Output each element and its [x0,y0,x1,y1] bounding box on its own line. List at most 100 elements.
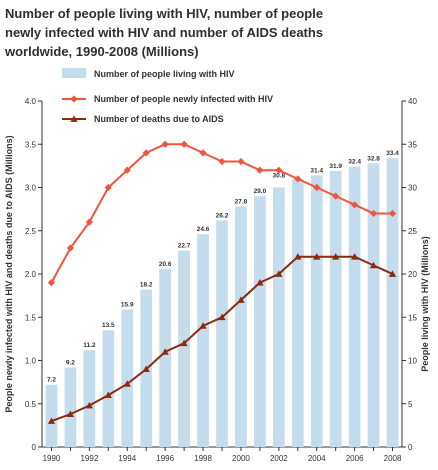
legend-swatch-bar [62,68,86,78]
legend-label-living: Number of people living with HIV [94,69,235,79]
legend-label-newly: Number of people newly infected with HIV [94,94,273,104]
newly-infected-point [275,166,283,174]
newly-infected-point [237,157,245,166]
bar-living-with-hiv [178,250,190,447]
x-tick-label: 2000 [232,454,250,463]
newly-infected-point [369,209,378,218]
y-left-tick-label: 2.5 [25,227,37,236]
legend-label-deaths: Number of deaths due to AIDS [94,114,224,124]
bar-value-label: 18.2 [140,282,153,289]
x-tick-label: 1994 [118,454,136,463]
x-tick-label: 1996 [156,454,174,463]
bar-living-with-hiv [310,175,323,447]
y-right-tick-label: 40 [408,97,417,106]
aids-deaths-point [47,417,56,424]
aids-deaths-point [123,380,131,387]
legend-swatch-newly-marker [70,95,78,103]
y-right-tick-label: 0 [408,443,413,452]
bar-living-with-hiv [329,171,342,447]
bar-living-with-hiv [348,166,361,448]
bar-living-with-hiv [159,268,172,447]
chart-title-line-3: worldwide, 1990-2008 (Millions) [5,44,199,59]
bar-value-label: 7.2 [47,377,56,384]
bar-value-label: 27.8 [235,199,248,206]
aids-deaths-point [313,253,321,260]
newly-infected-point [351,201,359,209]
aids-deaths-point [237,296,245,303]
y-right-tick-label: 35 [408,140,417,149]
newly-infected-point [47,279,56,287]
y-left-tick-label: 1.0 [25,357,37,366]
bar-living-with-hiv [235,206,247,447]
y-left-tick-label: 0 [32,443,37,452]
aids-deaths-point [180,339,188,347]
bar-value-label: 33.4 [386,150,399,157]
y-right-tick-label: 5 [408,400,413,409]
newly-infected-point [180,140,188,148]
bar-value-label: 15.9 [121,301,134,308]
y-left-tick-label: 2.0 [25,270,37,279]
y-right-tick-label: 30 [408,184,417,193]
bar-value-label: 13.5 [102,322,115,329]
y-right-tick-label: 25 [408,227,417,236]
legend-swatch-deaths-marker [70,115,78,122]
bar-living-with-hiv [45,384,58,447]
y-left-axis-title: People newly infected with HIV and death… [4,135,14,412]
bar-value-label: 22.7 [178,243,191,250]
aids-deaths-point [66,410,75,418]
y-left-tick-label: 0.5 [25,400,37,409]
bar-value-label: 30.8 [273,173,286,180]
aids-deaths-point [104,391,112,398]
bar-living-with-hiv [102,330,115,447]
newly-infected-point [142,149,150,157]
bar-value-label: 32.4 [348,159,361,166]
x-tick-label: 2004 [308,454,326,463]
newly-infected-point [294,175,302,183]
aids-deaths-point [294,253,302,260]
x-tick-label: 2002 [270,454,288,463]
y-right-tick-label: 15 [408,313,417,322]
bar-value-label: 11.2 [83,342,96,349]
bar-living-with-hiv [216,220,228,447]
aids-deaths-point [218,313,226,321]
newly-infected-point [123,166,131,174]
newly-infected-point [66,244,75,252]
aids-deaths-point [369,261,378,269]
bar-living-with-hiv [197,234,209,447]
y-right-tick-label: 10 [408,357,417,366]
y-right-tick-label: 20 [408,270,417,279]
aids-deaths-point [351,253,359,260]
bar-value-label: 32.8 [367,155,380,162]
newly-infected-point [332,192,340,200]
chart-title-line-1: Number of people living with HIV, number… [5,6,324,21]
newly-infected-point [313,183,321,192]
newly-infected-point [104,183,112,192]
newly-infected-point [256,166,264,174]
newly-infected-point [218,157,226,166]
bar-living-with-hiv [83,350,96,447]
aids-deaths-point [85,401,93,409]
newly-infected-point [199,149,207,157]
bar-value-label: 29.0 [254,188,267,195]
aids-deaths-point [256,279,264,286]
aids-deaths-point [199,322,207,329]
x-tick-label: 2008 [384,454,402,463]
newly-infected-point [85,218,93,226]
bar-living-with-hiv [272,187,285,447]
bar-living-with-hiv [254,196,266,447]
bar-value-label: 31.4 [310,167,323,174]
bar-living-with-hiv [386,158,399,447]
aids-deaths-point [275,270,283,277]
y-right-axis-title: People living with HIV (Millions) [420,236,430,372]
x-tick-label: 1990 [43,454,61,463]
bar-living-with-hiv [367,163,380,447]
bar-living-with-hiv [291,178,304,447]
bar-value-label: 26.2 [216,212,229,219]
bar-living-with-hiv [121,309,134,447]
bar-value-label: 9.2 [66,359,75,366]
aids-deaths-point [332,253,340,260]
y-left-tick-label: 4.0 [25,97,37,106]
bar-living-with-hiv [64,367,77,447]
chart-title-line-2: newly infected with HIV and number of AI… [5,25,324,40]
